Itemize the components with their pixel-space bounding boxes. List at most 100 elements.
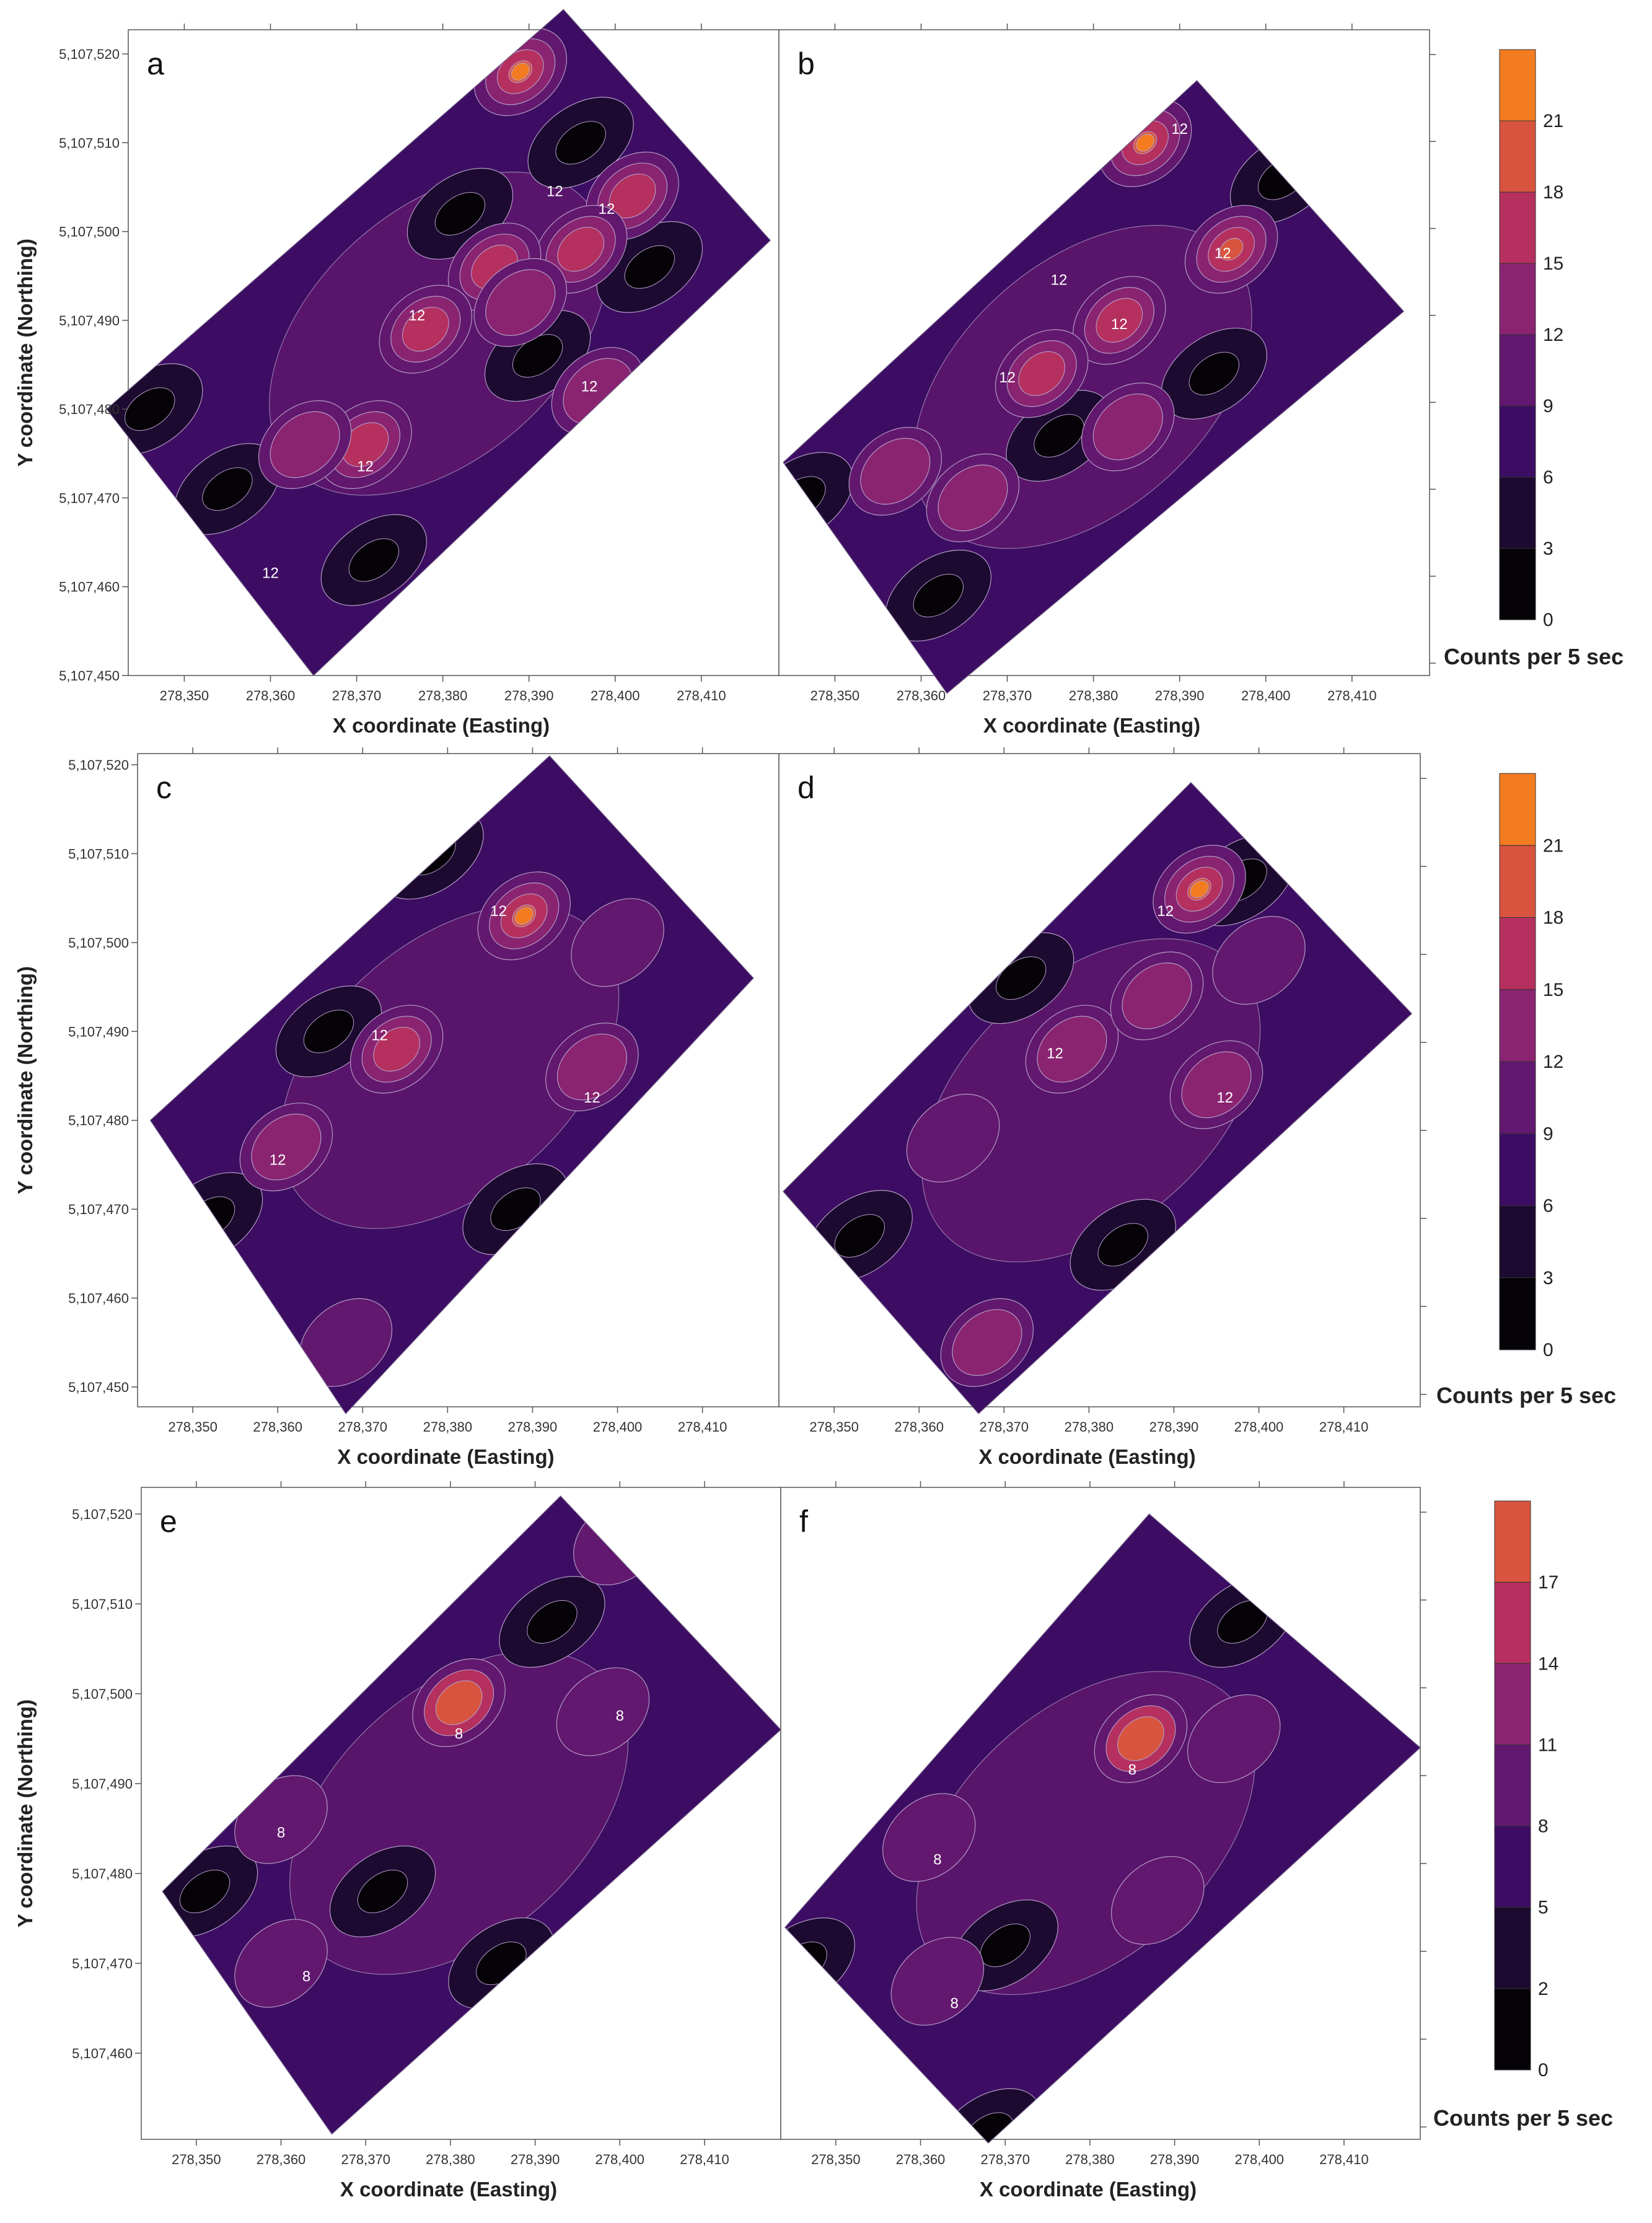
y-tick-label: 5,107,510	[59, 135, 120, 151]
y-tick-label: 5,107,460	[59, 579, 120, 595]
colorbar-label: 17	[1538, 1572, 1558, 1593]
low-core	[125, 387, 175, 431]
colorbar-label: 15	[1543, 253, 1563, 274]
contour-label: 12	[624, 50, 641, 66]
y-tick-label: 5,107,520	[59, 46, 120, 62]
x-tick-label: 278,360	[897, 688, 946, 703]
contour-ring	[882, 1793, 976, 1882]
x-tick-label: 278,390	[511, 2152, 560, 2167]
x-tick-label: 278,350	[809, 1419, 859, 1435]
x-tick-label: 278,390	[1155, 688, 1205, 703]
x-tick-label: 278,370	[341, 2152, 390, 2167]
contour-ring	[557, 227, 605, 272]
colorbar-2: 21 18 15 12 9 6 3 0 Counts per 5 sec	[1436, 773, 1616, 1408]
colorbar-segment	[1499, 548, 1536, 620]
colorbar-segment	[1499, 917, 1536, 990]
panel-letter: c	[156, 770, 172, 805]
contour-ring	[270, 411, 340, 478]
panel-b: 12 12 12 12 12 12 12 b 278,350 278,360 278,370 278,…	[778, 24, 1436, 737]
count-field	[107, 9, 771, 676]
contour-ring	[1092, 394, 1163, 460]
y-tick-label: 5,107,480	[59, 402, 120, 417]
colorbar-segment	[1494, 1826, 1531, 1908]
hotspot	[571, 898, 664, 987]
contour-label: 12	[1047, 1045, 1063, 1062]
contour-label: 8	[455, 1726, 463, 1743]
low-core	[624, 245, 675, 289]
hotspot	[1153, 845, 1246, 934]
x-tick-label: 278,410	[1319, 2152, 1369, 2167]
survey-outline	[783, 80, 1405, 694]
colorbar-segment	[1494, 1988, 1531, 2071]
hotspot	[556, 1667, 650, 1756]
y-tick-label: 5,107,520	[72, 1507, 133, 1522]
y-tick-label: 5,107,450	[59, 668, 120, 684]
contour-ring	[1096, 297, 1143, 343]
contour-ring	[1187, 1694, 1281, 1784]
colorbar-label: 12	[1543, 1052, 1563, 1072]
hotspot	[1169, 1040, 1263, 1129]
colorbar-title: Counts per 5 sec	[1433, 2105, 1613, 2131]
y-tick-label: 5,107,460	[68, 1291, 129, 1306]
colorbar-segment	[1494, 1663, 1531, 1745]
x-tick-label: 278,390	[1149, 1419, 1199, 1435]
contour-label: 12	[1215, 245, 1231, 262]
x-tick-label: 278,410	[1319, 1419, 1369, 1435]
hotspot	[1081, 382, 1175, 472]
contour-label: 12	[1025, 201, 1042, 218]
y-tick-label: 5,107,460	[72, 2046, 133, 2061]
x-tick-label: 278,410	[677, 688, 726, 703]
colorbar-label: 14	[1538, 1653, 1558, 1674]
x-tick-label: 278,360	[253, 1419, 302, 1435]
contour-ring	[234, 1919, 328, 2008]
hotspot	[473, 258, 568, 347]
colorbar-segment	[1499, 845, 1536, 918]
low-core	[1097, 1223, 1148, 1267]
contour-ring	[1190, 880, 1209, 899]
colorbar-label: 6	[1543, 467, 1553, 488]
y-axis-label: Y coordinate (Northing)	[14, 966, 37, 1194]
y-tick-label: 5,107,470	[59, 490, 120, 506]
low-core	[1034, 414, 1084, 458]
contour-label: 12	[357, 458, 374, 475]
hotspot	[882, 1793, 976, 1882]
low-core	[434, 191, 486, 236]
contour-ring	[1219, 237, 1244, 261]
colorbar-label: 21	[1543, 835, 1563, 856]
contour-label: 12	[1216, 1089, 1233, 1106]
panel-letter: e	[160, 1504, 177, 1539]
contour-label: 12	[1171, 121, 1188, 138]
contour-ring	[952, 1309, 1022, 1376]
x-tick-label: 278,360	[257, 2152, 306, 2167]
x-axis-label: X coordinate (Easting)	[337, 1445, 554, 1468]
hotspot	[412, 1658, 506, 1748]
x-tick-label: 278,380	[423, 1419, 473, 1435]
y-tick-label: 5,107,510	[72, 1596, 133, 1612]
y-tick-label: 5,107,470	[68, 1202, 129, 1217]
hotspot	[1187, 1694, 1281, 1784]
colorbar-label: 0	[1543, 1340, 1553, 1360]
x-tick-label: 278,350	[160, 688, 209, 703]
colorbar-label: 21	[1543, 111, 1563, 131]
colorbar-label: 3	[1543, 539, 1553, 559]
hotspot	[379, 284, 473, 374]
colorbar-label: 5	[1538, 1898, 1549, 1918]
hotspot	[995, 329, 1089, 418]
contour-ring	[485, 269, 556, 336]
colorbar-segment	[1499, 773, 1536, 846]
contour-ring	[1018, 351, 1066, 396]
contour-ring	[890, 1937, 985, 2026]
contour-label: 8	[951, 1996, 959, 2012]
hotspot	[1184, 205, 1278, 294]
hotspot	[1212, 916, 1306, 1005]
colorbar-segment	[1499, 405, 1536, 478]
hotspot	[349, 1005, 444, 1094]
map-panels: 12 12 12 12 12 12 12 12 a 278,350 278,360 278,370 27…	[14, 9, 1436, 2201]
contour-ring	[906, 1093, 1000, 1182]
x-tick-label: 278,400	[1234, 1419, 1284, 1435]
hotspot	[926, 453, 1020, 542]
x-tick-label: 278,380	[1065, 2152, 1115, 2167]
colorbar-segment	[1494, 1744, 1531, 1827]
colorbar-label: 9	[1543, 396, 1553, 416]
x-tick-label: 278,410	[680, 2152, 729, 2167]
